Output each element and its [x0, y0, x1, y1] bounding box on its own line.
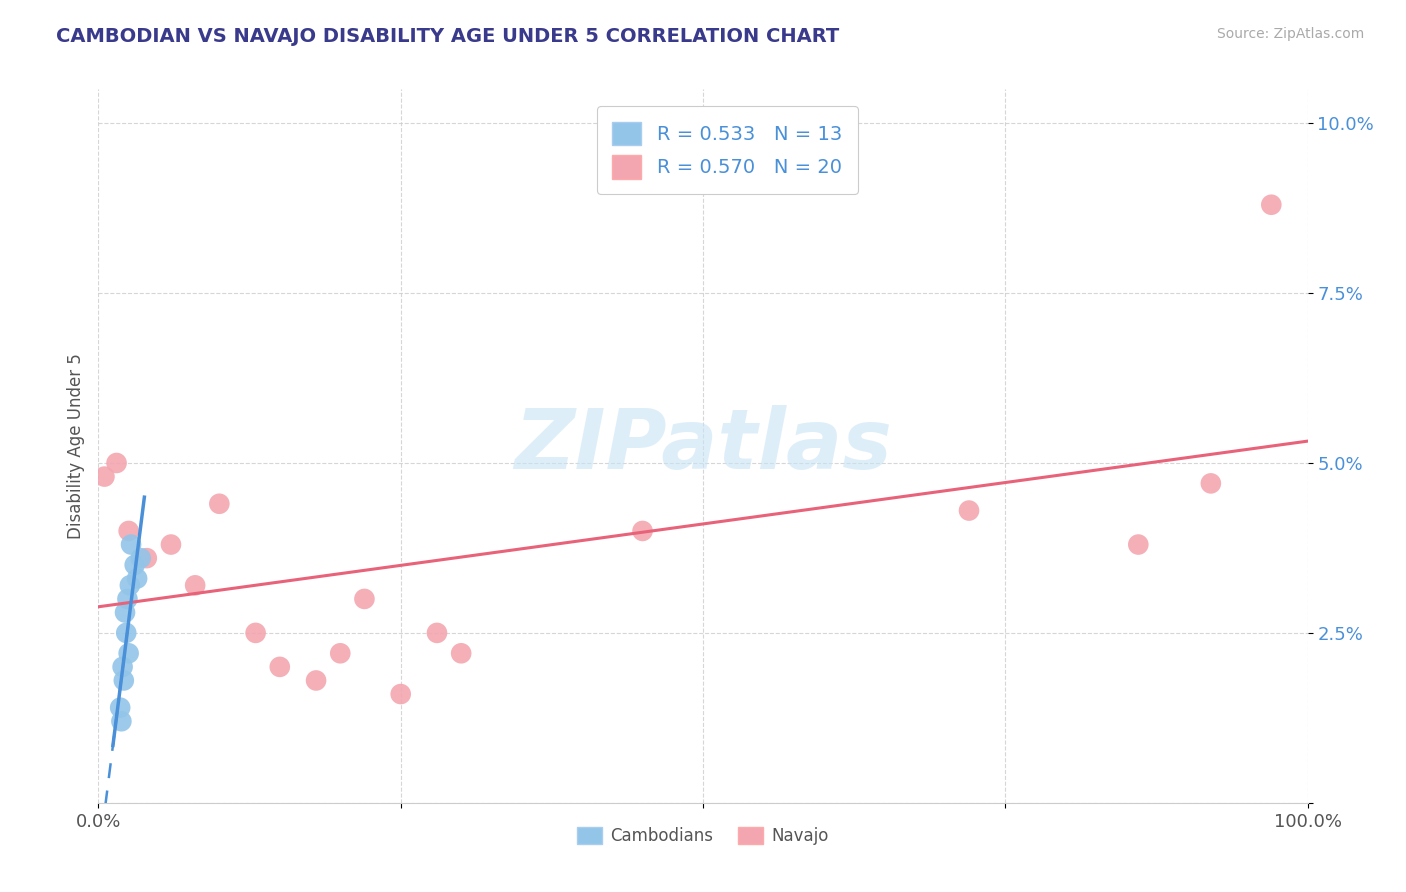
Point	[389, 687, 412, 701]
Point	[110, 714, 132, 729]
Point	[127, 572, 149, 586]
Point	[269, 660, 291, 674]
Text: Source: ZipAtlas.com: Source: ZipAtlas.com	[1216, 27, 1364, 41]
Point	[117, 591, 139, 606]
Point	[120, 537, 142, 551]
Point	[118, 524, 141, 538]
Point	[1260, 198, 1282, 212]
Point	[105, 456, 128, 470]
Point	[450, 646, 472, 660]
Point	[111, 660, 134, 674]
Point	[184, 578, 207, 592]
Point	[957, 503, 980, 517]
Point	[115, 626, 138, 640]
Point	[631, 524, 654, 538]
Point	[112, 673, 135, 688]
Point	[118, 646, 141, 660]
Point	[305, 673, 328, 688]
Point	[329, 646, 352, 660]
Legend: Cambodians, Navajo: Cambodians, Navajo	[571, 820, 835, 852]
Point	[124, 558, 146, 572]
Point	[135, 551, 157, 566]
Text: ZIPatlas: ZIPatlas	[515, 406, 891, 486]
Point	[118, 578, 141, 592]
Point	[114, 606, 136, 620]
Point	[426, 626, 449, 640]
Point	[93, 469, 115, 483]
Y-axis label: Disability Age Under 5: Disability Age Under 5	[66, 353, 84, 539]
Point	[108, 700, 131, 714]
Point	[353, 591, 375, 606]
Point	[208, 497, 231, 511]
Point	[245, 626, 267, 640]
Point	[1128, 537, 1150, 551]
Text: CAMBODIAN VS NAVAJO DISABILITY AGE UNDER 5 CORRELATION CHART: CAMBODIAN VS NAVAJO DISABILITY AGE UNDER…	[56, 27, 839, 45]
Point	[160, 537, 183, 551]
Point	[1199, 476, 1222, 491]
Point	[129, 551, 152, 566]
